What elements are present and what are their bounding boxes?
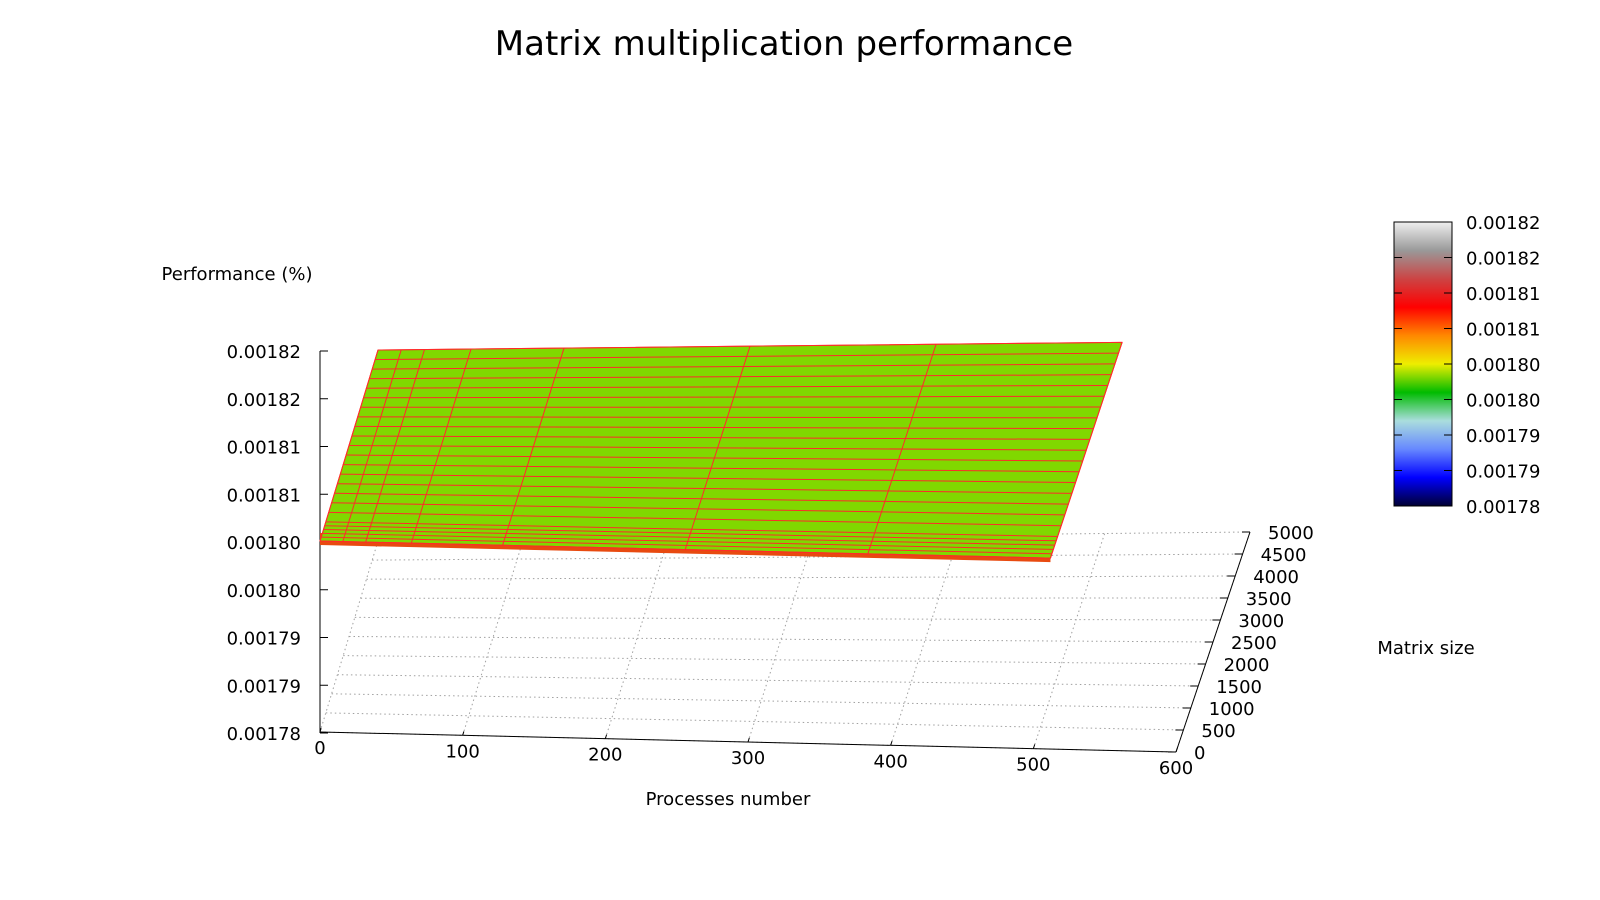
z-tick-label: 0.00181 xyxy=(227,485,301,506)
mesh-line-y xyxy=(357,416,1098,419)
x-tick-label: 200 xyxy=(588,745,622,766)
y-axis-label: Matrix size xyxy=(1377,638,1474,659)
mesh-line-y xyxy=(322,532,1054,550)
y-tick-label: 3500 xyxy=(1246,589,1292,610)
mesh-line-y xyxy=(331,502,1065,516)
mesh-line-y xyxy=(372,363,1115,370)
x-tick-label: 600 xyxy=(1159,758,1193,779)
y-tick-label: 4000 xyxy=(1253,567,1299,588)
y-tick-label: 0 xyxy=(1194,743,1205,764)
grid-line-y xyxy=(325,712,1184,731)
y-tick-label: 1500 xyxy=(1216,677,1262,698)
mesh-line-y xyxy=(363,395,1105,399)
x-axis-label: Processes number xyxy=(646,789,811,810)
colorbar-tick-label: 0.00181 xyxy=(1466,320,1540,341)
y-tick-label: 500 xyxy=(1201,721,1235,742)
x-tick-mark xyxy=(319,728,322,733)
mesh-line-y xyxy=(337,483,1072,494)
x-tick-mark xyxy=(604,734,608,739)
mesh-line-y xyxy=(354,425,1094,430)
y-tick-label: 2500 xyxy=(1231,633,1277,654)
chart-title: Matrix multiplication performance xyxy=(495,24,1073,64)
colorbar-tick-label: 0.00179 xyxy=(1466,426,1540,447)
y-tick-label: 1000 xyxy=(1209,699,1255,720)
grid-line-y xyxy=(331,693,1191,709)
x-tick-label: 300 xyxy=(731,748,765,769)
mesh-line-y xyxy=(343,464,1080,473)
mesh-line-y xyxy=(323,529,1055,546)
mesh-line-y xyxy=(369,374,1112,380)
colorbar-tick-label: 0.00181 xyxy=(1466,284,1540,305)
y-tick-label: 5000 xyxy=(1268,523,1314,544)
colorbar-tick-label: 0.00179 xyxy=(1466,462,1540,483)
colorbar-tick-label: 0.00178 xyxy=(1466,497,1540,518)
grid-line-y xyxy=(337,674,1199,687)
z-tick-label: 0.00182 xyxy=(227,390,301,411)
mesh-line-y xyxy=(334,492,1069,505)
grid-line-y xyxy=(354,616,1221,621)
x-tick-mark xyxy=(890,740,893,746)
mesh-line-y xyxy=(366,384,1108,389)
mesh-line-y xyxy=(351,435,1090,440)
x-tick-label: 500 xyxy=(1016,755,1050,776)
grid-line-x xyxy=(890,534,960,746)
y-tick-label: 2000 xyxy=(1224,655,1270,676)
z-tick-label: 0.00182 xyxy=(227,342,301,363)
mesh-line-y xyxy=(340,473,1076,484)
mesh-line-y xyxy=(324,525,1057,542)
mesh-line-y xyxy=(346,454,1083,462)
x-tick-label: 100 xyxy=(445,741,479,762)
x-axis: 0 100 200 300 400 500 600 xyxy=(314,728,1193,779)
z-tick-label: 0.00178 xyxy=(227,724,301,745)
z-axis: 0.00178 0.00179 0.00179 0.00180 0.00180 0.001… xyxy=(227,342,328,745)
z-tick-label: 0.00181 xyxy=(227,438,301,459)
mesh-line-y xyxy=(375,352,1119,361)
grid-line-y xyxy=(372,553,1243,561)
x-tick-label: 0 xyxy=(314,738,325,759)
z-tick-label: 0.00180 xyxy=(227,533,301,554)
colorbar-gradient xyxy=(1393,221,1453,507)
colorbar-tick-label: 0.00182 xyxy=(1466,249,1540,270)
x-tick-mark xyxy=(1032,744,1036,749)
z-tick-label: 0.00179 xyxy=(227,676,301,697)
mesh-line-y xyxy=(325,521,1058,537)
mesh-line-y xyxy=(348,445,1087,451)
y-tick-label: 3000 xyxy=(1238,611,1284,632)
x-tick-mark xyxy=(462,731,465,736)
grid-line-y xyxy=(366,575,1236,580)
z-axis-label: Performance (%) xyxy=(162,264,313,285)
colorbar-tick-label: 0.00182 xyxy=(1466,213,1540,234)
grid-line-y xyxy=(348,636,1214,643)
colorbar-tick-label: 0.00180 xyxy=(1466,391,1540,412)
colorbar: 0.00178 0.00179 0.00179 0.00180 0.00180 0.001… xyxy=(1393,213,1540,518)
z-tick-label: 0.00180 xyxy=(227,581,301,602)
z-tick-label: 0.00179 xyxy=(227,629,301,650)
y-tick-label: 4500 xyxy=(1261,545,1307,566)
mesh-line-y xyxy=(328,511,1062,527)
mesh-line-y xyxy=(319,540,1051,559)
surface-plot xyxy=(319,341,1123,563)
mesh-line-y xyxy=(321,536,1052,555)
x-tick-mark xyxy=(747,737,750,743)
mesh-line-y xyxy=(377,341,1123,351)
floor-grid xyxy=(319,531,1251,753)
x-tick-label: 400 xyxy=(873,751,907,772)
colorbar-tick-label: 0.00180 xyxy=(1466,355,1540,376)
